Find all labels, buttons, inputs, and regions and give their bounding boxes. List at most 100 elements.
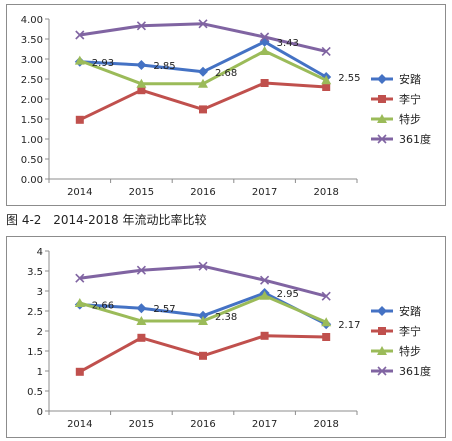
chart-2-x-tick-label: 2018 xyxy=(313,419,338,430)
chart-2-legend-marker xyxy=(378,327,386,335)
chart-2-y-tick-label: 2.5 xyxy=(27,307,43,318)
figure-caption: 图 4-2 2014-2018 年流动比率比较 xyxy=(6,208,214,232)
chart-1-y-tick-label: 3.00 xyxy=(21,55,43,66)
chart-2-series-1-point xyxy=(260,331,269,340)
chart-1-y-tick-label: 0.50 xyxy=(21,155,43,166)
chart-2-legend-label: 李宁 xyxy=(399,324,421,338)
chart-2-series-1-point xyxy=(199,351,207,360)
chart-2-y-tick-label: 3.5 xyxy=(27,267,43,278)
chart-1-series-3-point xyxy=(198,19,208,29)
chart-1-y-tick-label: 3.50 xyxy=(21,35,43,46)
chart-2-data-label: 2.66 xyxy=(92,301,114,312)
chart-2-data-label: 2.38 xyxy=(215,312,237,323)
chart-2-series-1-point xyxy=(322,333,331,341)
figure-caption-text: 2014-2018 年流动比率比较 xyxy=(53,213,207,227)
chart-2-y-tick-label: 3 xyxy=(37,287,43,298)
chart-2-series-3-point xyxy=(75,273,85,283)
chart-1-y-tick-label: 4.00 xyxy=(21,15,43,26)
current-ratio-chart-1: 0.00 0.50 1.00 1.50 2.00 2.50 3.00 3.50 4.00 2014… xyxy=(6,4,446,206)
chart-1-series-0-point xyxy=(136,60,147,70)
chart-2-legend-marker xyxy=(377,346,387,355)
chart-2-y-tick-label: 1.5 xyxy=(27,347,43,358)
chart-1-series-3-point xyxy=(75,30,85,40)
chart-1-data-label: 2.93 xyxy=(92,58,114,69)
chart-2-legend-marker xyxy=(377,366,387,376)
chart-2-legend-label: 特步 xyxy=(399,344,421,358)
chart-1-legend-marker xyxy=(377,134,387,144)
chart-1-legend-marker xyxy=(377,74,387,84)
chart-1-data-label: 2.85 xyxy=(153,61,175,72)
chart-1-series-2-point xyxy=(136,78,147,88)
chart-1-series-1-point xyxy=(75,115,84,124)
chart-1-x-tick-label: 2018 xyxy=(313,187,338,198)
chart-1-series-2-point xyxy=(259,46,270,55)
chart-1-legend-label: 李宁 xyxy=(399,92,421,106)
chart-1-series-2-point xyxy=(321,75,332,85)
chart-2-series-3-point xyxy=(136,265,146,275)
chart-2-x-tick-label: 2016 xyxy=(190,419,215,430)
chart-1-legend-marker xyxy=(377,114,387,123)
chart-2-y-tick-label: 1 xyxy=(37,367,43,378)
chart-2-x-tick-label: 2014 xyxy=(67,419,92,430)
chart-1-y-tick-label: 0.00 xyxy=(21,175,43,186)
chart-2-svg: 0 0.5 1 1.5 2 2.5 3 3.5 4 2014 2015 2016 2017 2018 2.6… xyxy=(27,247,431,430)
chart-1-x-tick-label: 2016 xyxy=(190,187,215,198)
chart-1-series-3-point xyxy=(321,46,331,56)
figure-number: 图 4-2 xyxy=(6,213,42,227)
chart-2-legend-label: 安踏 xyxy=(399,304,421,318)
chart-1-legend-label: 安踏 xyxy=(399,72,421,86)
chart-1-series-3-point xyxy=(136,21,146,31)
chart-1-y-tick-label: 1.50 xyxy=(21,115,43,126)
chart-2-legend-marker xyxy=(377,306,387,316)
chart-1-legend-label: 特步 xyxy=(399,112,421,126)
chart-1-x-tick-label: 2015 xyxy=(129,187,154,198)
chart-2-series-2-point xyxy=(136,316,147,325)
chart-1-data-label: 2.68 xyxy=(215,68,237,79)
chart-2-series-0-point xyxy=(198,310,208,321)
chart-1-y-tick-label: 1.00 xyxy=(21,135,43,146)
chart-2-series-0-point xyxy=(136,303,147,314)
chart-1-y-tick-label: 2.50 xyxy=(21,75,43,86)
chart-1-y-axis-labels: 0.00 0.50 1.00 1.50 2.00 2.50 3.00 3.50 4.00 xyxy=(21,15,43,186)
chart-1-y-tick-label: 2.00 xyxy=(21,95,43,106)
chart-1-data-label: 3.43 xyxy=(277,38,299,49)
chart-2-y-axis-labels: 0 0.5 1 1.5 2 2.5 3 3.5 4 xyxy=(27,247,43,418)
chart-1-x-tick-label: 2014 xyxy=(67,187,92,198)
chart-1-series-2-point xyxy=(198,78,208,88)
chart-2-y-tick-label: 0.5 xyxy=(27,387,43,398)
chart-2-y-tick-label: 4 xyxy=(37,247,43,258)
chart-1-series-1-point xyxy=(322,83,331,91)
chart-2-series-2-point xyxy=(198,316,208,325)
chart-2-series-2-point xyxy=(74,298,85,307)
chart-1-data-label: 2.55 xyxy=(338,73,360,84)
chart-1-svg: 0.00 0.50 1.00 1.50 2.00 2.50 3.00 3.50 4.00 2014… xyxy=(21,15,431,198)
chart-2-series-1-point xyxy=(75,367,84,376)
chart-1-series-1-point xyxy=(260,79,269,87)
chart-2-y-tick-label: 2 xyxy=(37,327,43,338)
chart-1-series-1-point xyxy=(137,86,146,95)
chart-1-series-1-point xyxy=(199,105,207,114)
chart-2-series-3-point xyxy=(321,291,331,301)
chart-2-legend-label: 361度 xyxy=(399,364,431,378)
chart-2-x-tick-label: 2015 xyxy=(129,419,154,430)
chart-1-x-tick-label: 2017 xyxy=(252,187,277,198)
chart-2-series-1-point xyxy=(137,333,146,342)
chart-1-legend-marker xyxy=(378,95,386,103)
current-ratio-chart-2: 0 0.5 1 1.5 2 2.5 3 3.5 4 2014 2015 2016 2017 2018 2.6… xyxy=(6,236,446,438)
chart-1-series-3-point xyxy=(260,32,270,42)
chart-1-series-line-1 xyxy=(79,81,327,122)
chart-2-data-label: 2.57 xyxy=(153,304,175,315)
chart-2-series-2-point xyxy=(321,317,332,327)
chart-2-series-3-point xyxy=(260,275,270,285)
chart-1-series-0-point xyxy=(198,66,208,77)
chart-2-data-label: 2.95 xyxy=(277,289,299,300)
chart-2-data-label: 2.17 xyxy=(338,320,360,331)
chart-2-series-2-point xyxy=(259,290,270,300)
chart-2-x-tick-label: 2017 xyxy=(252,419,277,430)
chart-1-series-2-point xyxy=(74,55,85,65)
chart-1-legend-label: 361度 xyxy=(399,132,431,146)
chart-2-y-tick-label: 0 xyxy=(37,407,43,418)
chart-2-series-3-point xyxy=(198,261,208,271)
